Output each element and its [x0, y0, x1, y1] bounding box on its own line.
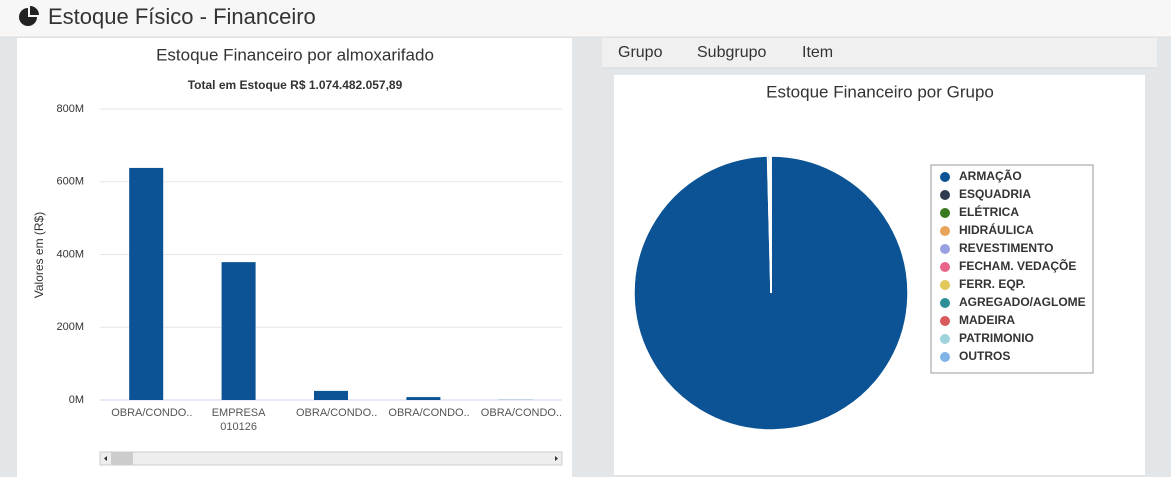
legend-marker [940, 334, 950, 344]
left-panel [17, 38, 572, 477]
legend-label: HIDRÁULICA [959, 222, 1034, 237]
legend-marker [940, 280, 950, 290]
legend-marker [940, 316, 950, 326]
legend-marker [940, 298, 950, 308]
legend-label: ARMAÇÃO [959, 168, 1022, 183]
y-tick-label: 600M [56, 176, 84, 188]
legend-marker [940, 208, 950, 218]
y-axis-label: Valores em (R$) [32, 212, 46, 298]
header-bar [0, 0, 1171, 37]
bar [314, 390, 348, 400]
tab[interactable]: Subgrupo [697, 44, 766, 61]
tab[interactable]: Grupo [618, 44, 663, 61]
x-tick-label-box: OBRA/CONDO... [296, 407, 377, 419]
legend-marker [940, 262, 950, 272]
scrollbar[interactable] [99, 451, 563, 466]
tab[interactable]: Item [802, 44, 833, 61]
bar [406, 397, 441, 400]
chart-title: Estoque Financeiro por almoxarifado [156, 45, 434, 64]
chart-subtitle: Total em Estoque R$ 1.074.482.057,89 [188, 78, 403, 92]
legend-label: AGREGADO/AGLOME [959, 295, 1086, 309]
y-tick-label: 200M [56, 321, 84, 333]
legend-marker [940, 352, 950, 362]
legend-marker [940, 172, 950, 182]
x-tick-label: OBRA/CONDO... [111, 407, 193, 419]
legend-label: ESQUADRIA [959, 187, 1031, 201]
x-tick-label: OBRA/CONDO... [388, 407, 470, 419]
legend-label: FECHAM. VEDAÇÕE [959, 258, 1076, 273]
legend-marker [940, 226, 950, 236]
x-tick-label-box: OBRA/CONDO... [111, 407, 193, 419]
legend-label: FERR. EQP. [959, 277, 1025, 291]
page-title: Estoque Físico - Financeiro [48, 4, 316, 29]
x-tick-label: OBRA/CONDO... [296, 407, 377, 419]
x-tick-label-box: OBRA/CONDO... [480, 407, 562, 419]
x-tick-label: OBRA/CONDO... [480, 407, 562, 419]
legend-label: PATRIMONIO [959, 331, 1034, 345]
legend-marker [940, 244, 950, 254]
legend-label: MADEIRA [959, 313, 1015, 327]
y-tick-label: 800M [56, 103, 84, 115]
pie-icon [19, 6, 39, 26]
y-tick-label: 400M [56, 248, 84, 260]
bar [221, 262, 256, 400]
tab-bar [602, 38, 1157, 68]
x-tick-label-box: OBRA/CONDO... [388, 407, 470, 419]
legend-box [930, 164, 1094, 374]
legend-label: ELÉTRICA [959, 204, 1019, 219]
legend-marker [940, 190, 950, 200]
chart-title: Estoque Financeiro por Grupo [766, 82, 994, 101]
legend-label: OUTROS [959, 349, 1010, 363]
y-tick-label: 0M [69, 394, 84, 406]
legend-label: REVESTIMENTO [959, 241, 1053, 255]
x-tick-label-box: EMPRESA 010126 [211, 407, 266, 433]
x-tick-label: EMPRESA 010126 [211, 407, 266, 433]
bar [129, 167, 164, 400]
